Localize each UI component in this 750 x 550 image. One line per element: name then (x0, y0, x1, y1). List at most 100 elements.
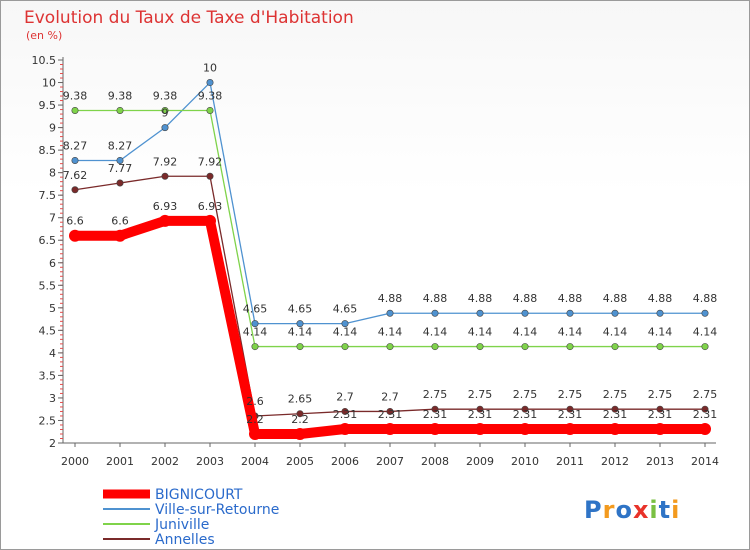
data-label: 4.14 (693, 326, 718, 339)
proxiti-logo: Proxiti (584, 496, 679, 524)
data-point (656, 405, 664, 413)
data-label: 4.14 (468, 326, 493, 339)
data-label: 2.6 (246, 395, 264, 408)
data-point (251, 320, 259, 328)
y-tick-label: 7 (49, 212, 56, 225)
data-point (339, 423, 351, 436)
x-tick-label: 2003 (196, 455, 224, 468)
series-lines (69, 79, 711, 440)
data-label: 7.77 (108, 162, 133, 175)
data-point (699, 423, 711, 436)
data-point (71, 156, 79, 164)
data-label: 4.14 (513, 326, 538, 339)
data-label: 7.92 (198, 155, 223, 168)
y-tick-label: 9 (49, 122, 56, 135)
data-label: 4.14 (243, 326, 268, 339)
data-label: 2.65 (288, 393, 313, 406)
data-label: 2.31 (603, 408, 628, 421)
data-label: 4.14 (378, 326, 403, 339)
data-point (206, 172, 214, 180)
data-point (159, 214, 171, 227)
data-point (521, 343, 529, 351)
legend-label: Ville-sur-Retourne (155, 502, 279, 518)
data-point (116, 106, 124, 114)
data-label: 4.88 (513, 292, 538, 305)
y-tick-label: 3.5 (39, 369, 57, 382)
data-label: 6.6 (111, 215, 129, 228)
data-label: 4.65 (243, 303, 268, 316)
y-tick-label: 9.5 (39, 99, 57, 112)
data-point (431, 343, 439, 351)
legend-label: BIGNICOURT (155, 487, 243, 503)
data-label: 2.7 (381, 390, 399, 403)
data-point (206, 106, 214, 114)
data-point (296, 320, 304, 328)
data-point (611, 343, 619, 351)
data-label: 9.38 (153, 89, 178, 102)
data-point (701, 309, 709, 317)
chart-title: Evolution du Taux de Taxe d'Habitation (24, 8, 354, 28)
data-label: 2.75 (558, 388, 583, 401)
chart-subtitle: (en %) (26, 29, 62, 42)
y-tick-label: 4 (49, 347, 56, 360)
data-label: 4.88 (468, 292, 493, 305)
data-label: 6.93 (198, 200, 223, 213)
data-label: 8.27 (108, 139, 133, 152)
data-label: 2.75 (603, 388, 628, 401)
data-label: 4.88 (648, 292, 673, 305)
data-point (611, 309, 619, 317)
legend: BIGNICOURTVille-sur-RetourneJunivilleAnn… (103, 487, 279, 548)
data-label: 4.88 (693, 292, 718, 305)
y-tick-label: 6 (49, 257, 56, 270)
y-tick-label: 8.5 (39, 144, 57, 157)
data-label: 2.75 (693, 388, 718, 401)
x-tick-label: 2008 (421, 455, 449, 468)
data-point (564, 423, 576, 436)
data-point (431, 309, 439, 317)
data-point (521, 309, 529, 317)
data-point (701, 343, 709, 351)
data-point (386, 309, 394, 317)
data-label: 2.31 (558, 408, 583, 421)
data-label: 2.7 (336, 390, 354, 403)
data-point (476, 309, 484, 317)
data-label: 2.75 (513, 388, 538, 401)
data-label: 6.6 (66, 215, 84, 228)
data-point (474, 423, 486, 436)
data-label: 4.14 (648, 326, 673, 339)
data-label: 7.92 (153, 155, 178, 168)
data-label: 4.88 (378, 292, 403, 305)
y-tick-label: 6.5 (39, 234, 57, 247)
data-label: 8.27 (63, 139, 88, 152)
data-point (116, 156, 124, 164)
data-point (161, 172, 169, 180)
data-point (429, 423, 441, 436)
data-point (206, 79, 214, 87)
x-tick-label: 2013 (646, 455, 674, 468)
y-tick-label: 2 (49, 437, 56, 450)
data-point (341, 320, 349, 328)
data-point (384, 423, 396, 436)
data-point (701, 405, 709, 413)
data-label: 6.93 (153, 200, 178, 213)
data-label: 4.14 (423, 326, 448, 339)
data-point (161, 124, 169, 132)
data-point (611, 405, 619, 413)
data-label: 2.2 (291, 413, 309, 426)
data-label: 4.14 (603, 326, 628, 339)
data-point (204, 214, 216, 227)
data-label: 2.75 (648, 388, 673, 401)
x-tick-label: 2007 (376, 455, 404, 468)
data-label: 2.31 (423, 408, 448, 421)
data-point (519, 423, 531, 436)
data-labels: 6.6 6.6 6.93 6.93 2.2 2.2 2.31 2.31 2.31 2.31 2.31… (63, 62, 718, 426)
x-tick-label: 2006 (331, 455, 359, 468)
legend-label: Juniville (154, 517, 209, 533)
data-label: 9 (162, 107, 169, 120)
data-label: 4.14 (558, 326, 583, 339)
data-label: 2.2 (246, 413, 264, 426)
data-point (656, 309, 664, 317)
data-point (386, 407, 394, 415)
data-point (566, 309, 574, 317)
